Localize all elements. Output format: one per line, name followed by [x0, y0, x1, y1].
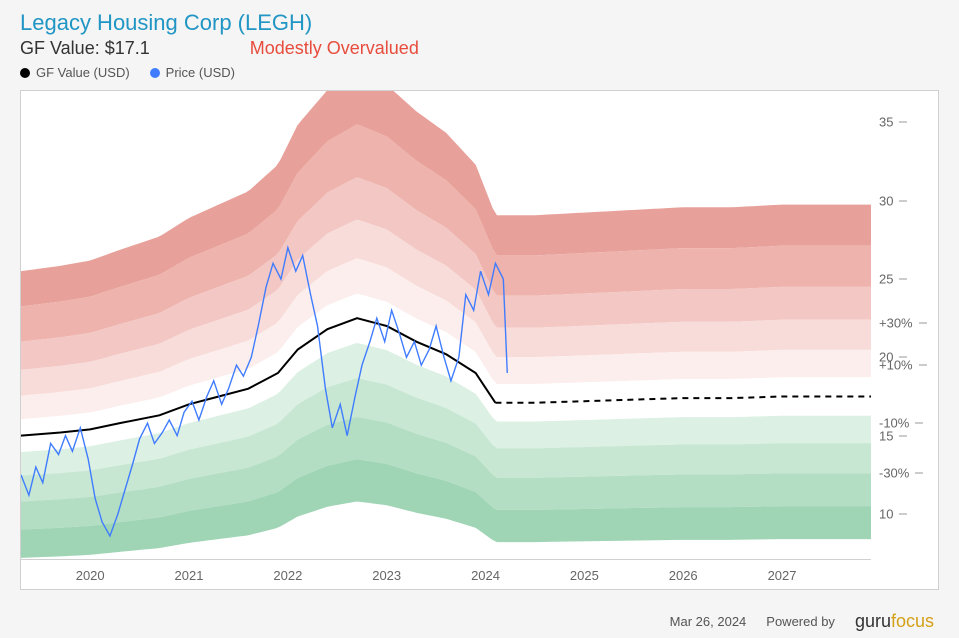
footer-date: Mar 26, 2024	[670, 614, 747, 629]
x-axis: 2020 2021 2022 2023 2024 2025 2026 2027	[21, 559, 871, 589]
x-tick: 2027	[768, 568, 797, 583]
legend-label-price: Price (USD)	[166, 65, 235, 80]
y-pct-label: -10%	[879, 416, 923, 431]
x-tick: 2025	[570, 568, 599, 583]
legend-marker-gfvalue	[20, 68, 30, 78]
legend-item-gfvalue: GF Value (USD)	[20, 65, 130, 80]
gf-value-label: GF Value: $17.1	[20, 38, 150, 59]
x-tick: 2023	[372, 568, 401, 583]
chart-plot	[21, 91, 871, 561]
legend-item-price: Price (USD)	[150, 65, 235, 80]
x-tick: 2022	[273, 568, 302, 583]
x-tick: 2024	[471, 568, 500, 583]
x-tick: 2020	[76, 568, 105, 583]
y-pct-label: +30%	[879, 315, 927, 330]
logo-part2: focus	[891, 611, 934, 631]
y-tick: 35	[879, 115, 907, 130]
x-tick: 2021	[175, 568, 204, 583]
chart-footer: Mar 26, 2024 Powered by gurufocus	[670, 611, 934, 632]
chart-title-link[interactable]: Legacy Housing Corp (LEGH)	[20, 10, 312, 35]
y-tick: 25	[879, 272, 907, 287]
chart-legend: GF Value (USD) Price (USD)	[0, 61, 959, 84]
legend-marker-price	[150, 68, 160, 78]
y-pct-label: -30%	[879, 466, 923, 481]
chart-svg	[21, 91, 871, 561]
logo-part1: guru	[855, 611, 891, 631]
valuation-status: Modestly Overvalued	[250, 38, 419, 59]
y-tick: 10	[879, 507, 907, 522]
y-tick: 30	[879, 193, 907, 208]
y-axis: 101520253035+30%+10%-10%-30%	[869, 91, 938, 561]
x-tick: 2026	[669, 568, 698, 583]
footer-powered-by: Powered by	[766, 614, 835, 629]
gurufocus-logo: gurufocus	[855, 611, 934, 632]
legend-label-gfvalue: GF Value (USD)	[36, 65, 130, 80]
y-pct-label: +10%	[879, 358, 927, 373]
chart-container: 101520253035+30%+10%-10%-30% 20202021202…	[20, 90, 939, 590]
